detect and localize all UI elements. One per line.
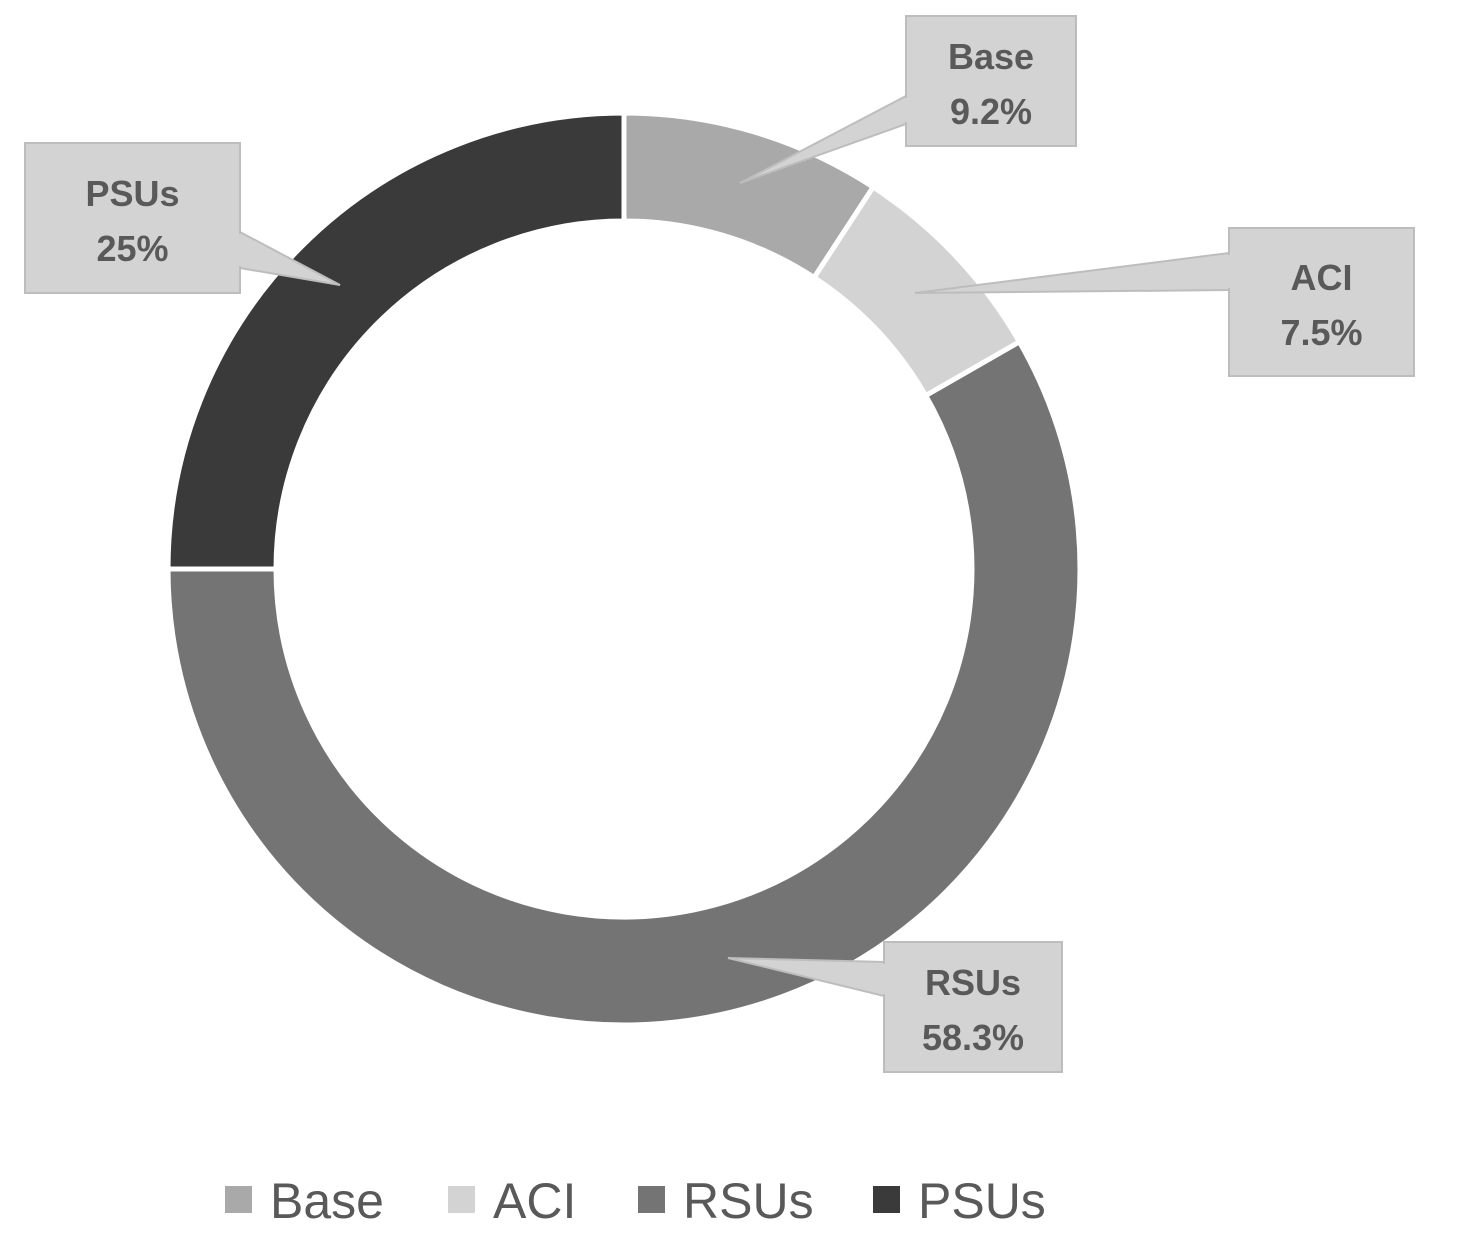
callout-aci: ACI 7.5% <box>914 227 1415 377</box>
donut-slices <box>165 110 1083 1028</box>
callout-box <box>905 15 1077 147</box>
data-label-value: 25% <box>96 228 168 269</box>
legend-swatch <box>225 1186 252 1213</box>
data-label-callouts: Base 9.2% ACI 7.5% RSUs 58.3% PSUs 25% <box>24 15 1415 1073</box>
slice-rsus <box>165 338 1083 1028</box>
callout-rsus: RSUs 58.3% <box>727 941 1063 1073</box>
legend-label: RSUs <box>683 1173 814 1229</box>
legend-item-psus: PSUs <box>873 1173 1046 1229</box>
callout-box <box>1228 227 1415 377</box>
data-label-value: 58.3% <box>922 1017 1024 1058</box>
legend-item-aci: ACI <box>448 1173 576 1229</box>
legend-swatch <box>448 1186 475 1213</box>
legend: Base ACI RSUs PSUs <box>225 1173 1046 1229</box>
legend-item-rsus: RSUs <box>638 1173 814 1229</box>
callout-box <box>883 941 1063 1073</box>
legend-label: PSUs <box>918 1173 1046 1229</box>
data-label-value: 7.5% <box>1280 312 1362 353</box>
legend-item-base: Base <box>225 1173 384 1229</box>
data-label-category: ACI <box>1291 257 1353 298</box>
legend-label: ACI <box>493 1173 576 1229</box>
legend-label: Base <box>270 1173 384 1229</box>
data-label-value: 9.2% <box>950 91 1032 132</box>
data-label-category: RSUs <box>925 962 1021 1003</box>
legend-swatch <box>638 1186 665 1213</box>
callout-psus: PSUs 25% <box>24 142 341 294</box>
callout-box <box>24 142 241 294</box>
data-label-category: PSUs <box>85 173 179 214</box>
data-label-category: Base <box>948 36 1034 77</box>
slice-psus <box>165 110 627 572</box>
legend-swatch <box>873 1186 900 1213</box>
callout-base: Base 9.2% <box>739 15 1077 184</box>
